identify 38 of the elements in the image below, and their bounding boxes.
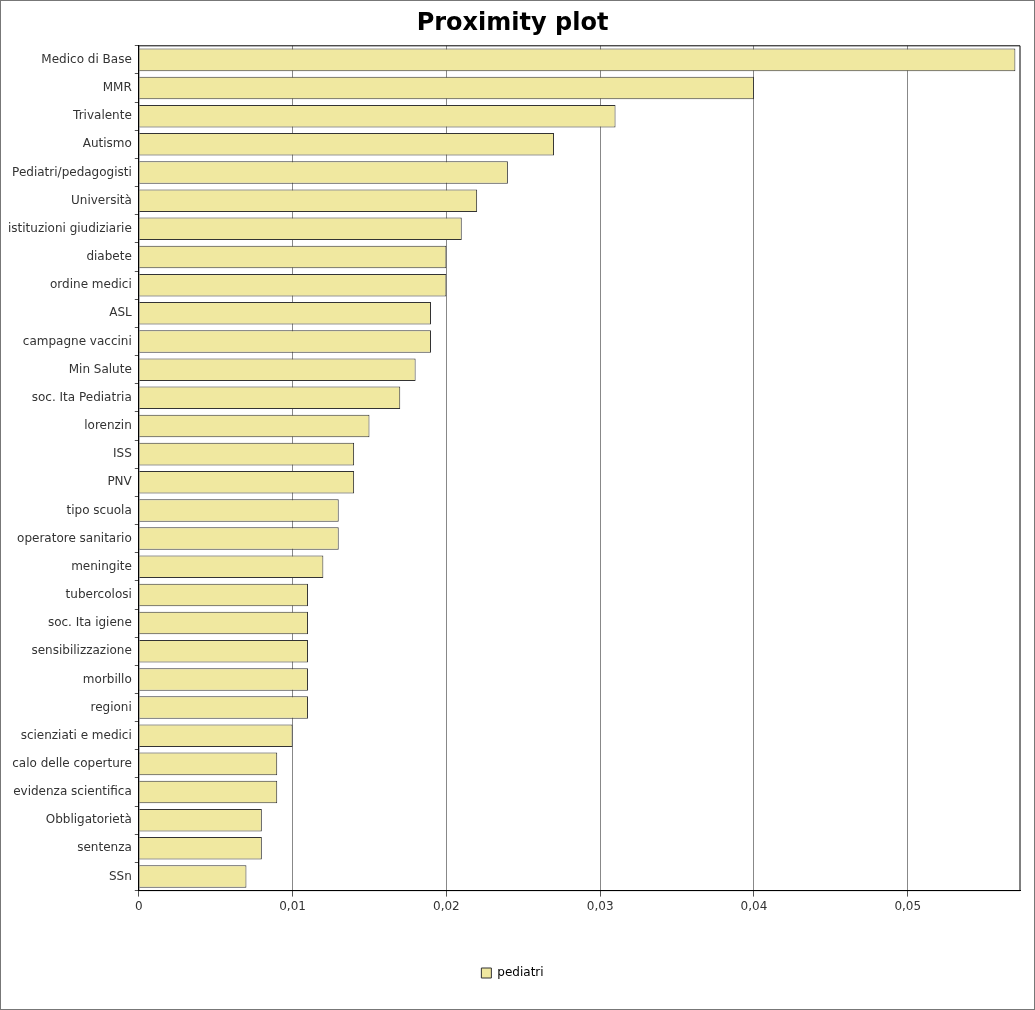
x-tick-label: 0 [134,898,143,913]
y-tick-label: soc. Ita igiene [47,615,132,630]
y-tick-label: tipo scuola [66,502,132,517]
y-tick-label: diabete [86,249,132,264]
y-tick-label: Medico di Base [41,52,132,67]
y-tick-label: MMR [102,80,132,95]
y-tick-label: PNV [107,474,133,489]
y-tick-label: SSn [108,868,132,883]
y-tick-label: regioni [90,699,132,714]
y-tick-label: istituzioni giudiziarie [8,220,132,235]
x-tick-label: 0,01 [279,898,306,913]
y-tick-label: sensibilizzazione [31,643,132,658]
x-tick-label: 0,04 [740,898,768,913]
y-tick-label: Pediatri/pedagogisti [12,164,132,179]
y-tick-label: Obbligatorietà [45,812,132,827]
y-tick-label: Università [71,192,132,207]
y-tick-label: ASL [109,305,133,320]
legend-label: pediatri [497,965,544,980]
y-tick-label: ISS [113,446,132,461]
y-tick-label: Autismo [82,136,132,151]
x-tick-label: 0,02 [433,898,460,913]
y-tick-label: campagne vaccini [22,333,132,348]
x-tick-label: 0,03 [586,898,614,913]
x-tick-label: 0,05 [894,898,922,913]
y-tick-label: meningite [71,558,132,573]
y-tick-label: evidenza scientifica [13,784,132,799]
chart-title: Proximity plot [416,7,609,36]
y-tick-label: calo delle coperture [12,756,132,771]
y-tick-label: tubercolosi [65,587,132,602]
y-tick-label: operatore sanitario [17,530,132,545]
y-tick-label: Min Salute [68,361,132,376]
y-tick-label: scienziati e medici [20,727,132,742]
y-tick-label: soc. Ita Pediatria [31,389,132,404]
y-tick-label: Trivalente [72,108,132,123]
y-tick-label: morbillo [82,671,132,686]
y-tick-label: sentenza [77,840,132,855]
y-tick-label: lorenzin [84,418,132,433]
y-tick-label: ordine medici [50,277,132,292]
